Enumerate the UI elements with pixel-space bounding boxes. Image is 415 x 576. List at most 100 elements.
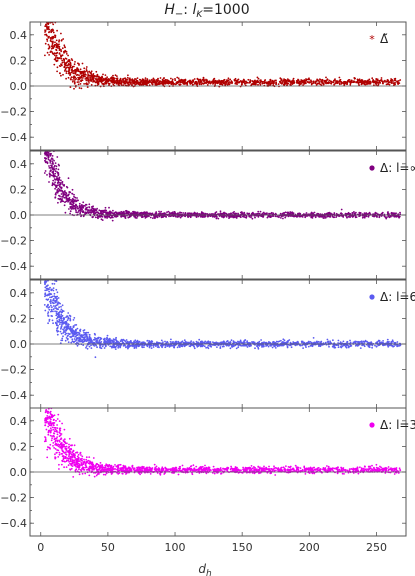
data-point	[67, 177, 70, 180]
data-point	[56, 175, 58, 178]
data-point	[59, 182, 61, 184]
data-point	[393, 345, 395, 347]
data-point	[133, 344, 135, 347]
data-point	[44, 257, 46, 259]
data-point	[98, 209, 101, 212]
data-point	[142, 344, 144, 347]
data-point	[49, 13, 51, 15]
data-point	[399, 211, 401, 214]
data-point	[347, 215, 350, 218]
data-point	[269, 79, 272, 81]
data-point	[54, 170, 57, 173]
data-point	[44, 110, 46, 112]
data-point	[65, 53, 68, 55]
data-point	[82, 201, 85, 204]
data-point	[44, 20, 46, 22]
data-point	[55, 39, 58, 42]
data-point	[70, 200, 73, 203]
data-point	[46, 144, 48, 146]
data-point	[83, 331, 85, 334]
data-point	[44, 135, 46, 137]
data-point	[76, 205, 79, 208]
data-point	[46, 147, 48, 149]
data-point	[56, 177, 59, 180]
data-point	[155, 212, 158, 215]
data-point	[48, 131, 50, 133]
data-point	[387, 345, 390, 348]
data-point	[95, 70, 98, 73]
data-point	[189, 345, 192, 348]
data-point	[252, 82, 255, 85]
data-point	[394, 83, 396, 86]
panel-2: 0.40.20.0−0.2−0.4Δ: l=∞	[0, 110, 415, 280]
data-point	[269, 344, 271, 347]
data-point	[96, 207, 98, 210]
data-point	[262, 211, 265, 214]
data-point	[155, 81, 158, 83]
data-point	[70, 68, 73, 71]
data-point	[272, 82, 275, 85]
data-point	[79, 72, 82, 74]
data-point	[329, 212, 332, 215]
data-point	[51, 37, 53, 39]
data-point	[198, 81, 200, 84]
data-point	[192, 80, 195, 83]
data-point	[163, 83, 165, 85]
data-point	[114, 74, 117, 77]
data-point	[80, 80, 82, 82]
data-point	[72, 207, 74, 210]
data-point	[351, 215, 354, 218]
data-point	[44, 0, 46, 1]
data-point	[258, 212, 261, 215]
data-point	[55, 54, 58, 57]
data-point	[74, 61, 76, 63]
data-point	[47, 8, 49, 10]
data-point	[199, 78, 202, 81]
data-point	[48, 259, 50, 261]
data-point	[63, 70, 66, 72]
data-point	[182, 212, 185, 214]
data-point	[269, 83, 272, 86]
data-point	[46, 273, 48, 275]
data-point	[46, 142, 48, 144]
data-point	[162, 79, 164, 82]
data-point	[63, 44, 66, 47]
data-point	[324, 79, 326, 82]
data-point	[146, 215, 149, 218]
data-point	[301, 79, 304, 82]
data-point	[47, 314, 49, 317]
data-point	[78, 76, 81, 79]
data-point	[52, 148, 54, 150]
data-point	[394, 82, 397, 84]
data-point	[377, 82, 379, 84]
data-point	[44, 146, 46, 148]
data-point	[371, 346, 373, 349]
data-point	[218, 215, 221, 217]
data-point	[297, 79, 300, 82]
data-point	[339, 80, 342, 83]
data-point	[60, 332, 63, 335]
data-point	[78, 202, 81, 205]
data-point	[55, 165, 58, 168]
data-point	[326, 338, 329, 341]
data-point	[46, 140, 48, 142]
data-point	[95, 337, 97, 340]
data-point	[105, 82, 107, 85]
data-point	[320, 81, 323, 83]
data-point	[102, 73, 104, 76]
data-point	[194, 212, 197, 215]
data-point	[82, 71, 85, 74]
data-point	[337, 342, 339, 344]
data-point	[207, 81, 210, 84]
data-point	[58, 176, 61, 179]
data-point	[116, 215, 119, 218]
data-point	[244, 216, 247, 219]
data-point	[375, 80, 377, 83]
data-point	[85, 203, 87, 206]
data-point	[57, 190, 60, 193]
data-point	[157, 213, 160, 215]
data-point	[45, 275, 47, 277]
data-point	[47, 139, 49, 141]
data-point	[50, 300, 52, 303]
data-point	[45, 7, 47, 9]
